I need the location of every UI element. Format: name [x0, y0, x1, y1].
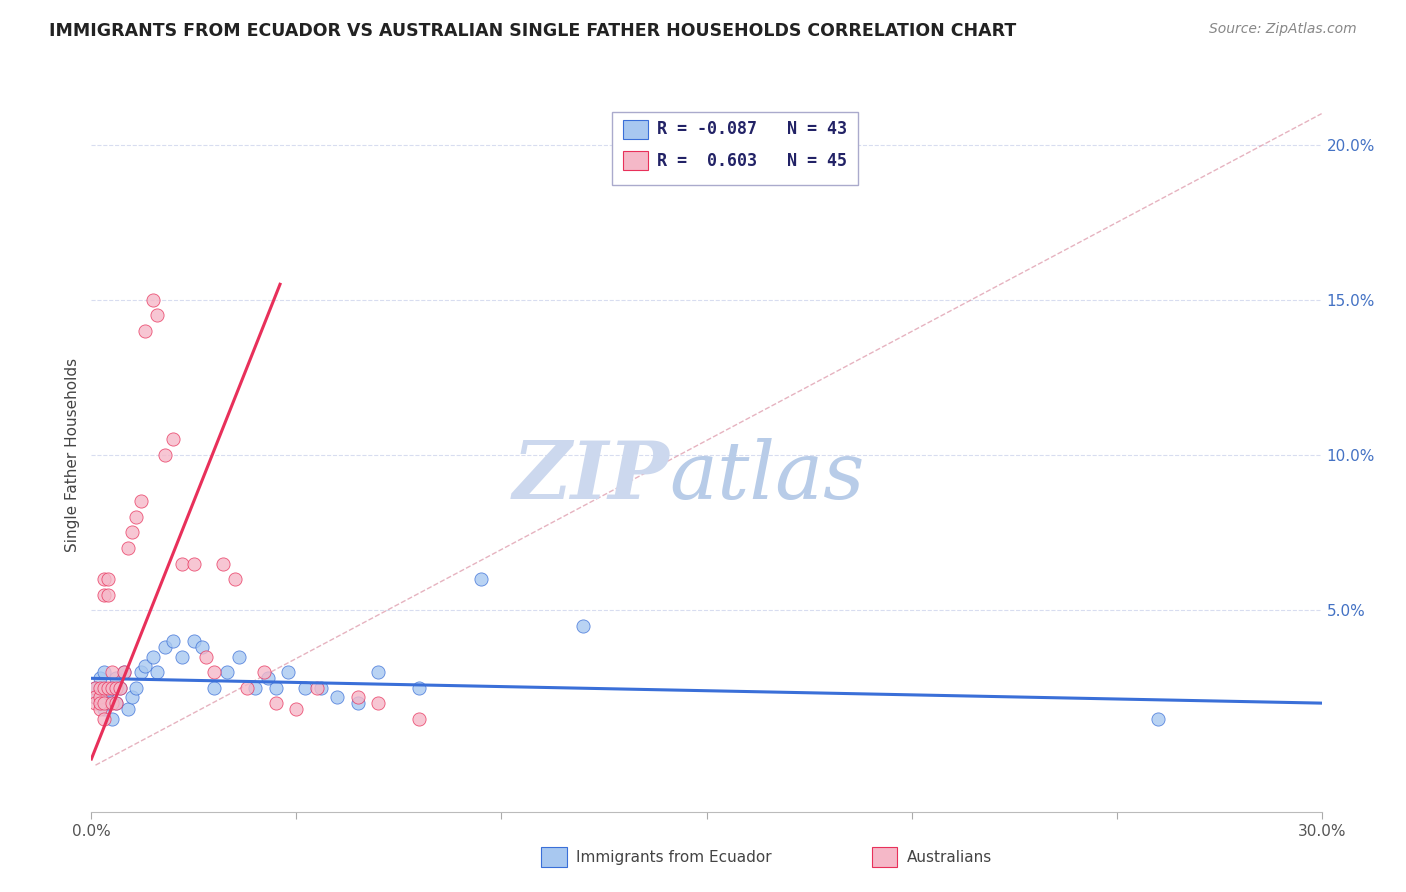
Point — [146, 308, 169, 322]
Point — [93, 588, 115, 602]
Point — [89, 702, 111, 716]
Point — [101, 681, 124, 695]
Point — [142, 293, 165, 307]
Point — [347, 690, 370, 704]
Point — [215, 665, 238, 679]
Point — [97, 683, 120, 698]
Point — [170, 649, 193, 664]
Point — [117, 702, 139, 716]
Point — [305, 681, 328, 695]
Point — [84, 696, 107, 710]
Point — [101, 681, 124, 695]
Text: Immigrants from Ecuador: Immigrants from Ecuador — [576, 850, 772, 864]
Point — [93, 712, 115, 726]
Point — [97, 696, 120, 710]
Point — [89, 696, 111, 710]
Point — [112, 665, 135, 679]
Text: IMMIGRANTS FROM ECUADOR VS AUSTRALIAN SINGLE FATHER HOUSEHOLDS CORRELATION CHART: IMMIGRANTS FROM ECUADOR VS AUSTRALIAN SI… — [49, 22, 1017, 40]
Point — [105, 681, 127, 695]
Point — [129, 494, 152, 508]
Point — [84, 690, 107, 704]
Point — [236, 681, 259, 695]
Point — [93, 572, 115, 586]
Point — [89, 671, 111, 685]
Point — [572, 618, 595, 632]
Point — [89, 696, 111, 710]
Point — [162, 634, 184, 648]
Text: Australians: Australians — [907, 850, 993, 864]
Point — [256, 671, 278, 685]
Point — [470, 572, 492, 586]
Point — [84, 681, 107, 695]
Point — [121, 690, 143, 704]
Point — [245, 681, 267, 695]
Text: Source: ZipAtlas.com: Source: ZipAtlas.com — [1209, 22, 1357, 37]
Point — [191, 640, 214, 655]
Point — [285, 702, 308, 716]
Point — [224, 572, 246, 586]
Point — [367, 696, 389, 710]
Point — [134, 324, 156, 338]
Point — [97, 572, 120, 586]
Point — [108, 681, 131, 695]
Point — [162, 433, 184, 447]
Point — [408, 681, 430, 695]
Point — [105, 696, 127, 710]
Point — [84, 681, 107, 695]
Point — [183, 634, 205, 648]
Point — [117, 541, 139, 555]
Point — [89, 681, 111, 695]
Point — [277, 665, 299, 679]
Text: ZIP: ZIP — [513, 438, 669, 515]
Point — [326, 690, 349, 704]
Point — [183, 557, 205, 571]
Point — [202, 681, 225, 695]
Point — [170, 557, 193, 571]
Point — [112, 665, 135, 679]
Point — [134, 659, 156, 673]
Y-axis label: Single Father Households: Single Father Households — [65, 358, 80, 552]
Point — [264, 681, 287, 695]
Point — [408, 712, 430, 726]
Text: atlas: atlas — [669, 438, 865, 515]
Point — [1146, 712, 1168, 726]
Point — [211, 557, 233, 571]
Point — [93, 702, 115, 716]
Point — [153, 448, 177, 462]
Point — [97, 681, 120, 695]
Point — [97, 588, 120, 602]
Point — [347, 696, 370, 710]
Point — [146, 665, 169, 679]
Point — [228, 649, 250, 664]
Point — [264, 696, 287, 710]
Point — [367, 665, 389, 679]
Point — [125, 681, 148, 695]
Point — [125, 510, 148, 524]
Point — [101, 696, 124, 710]
Point — [195, 649, 218, 664]
Point — [142, 649, 165, 664]
Point — [93, 681, 115, 695]
Point — [89, 690, 111, 704]
Point — [202, 665, 225, 679]
Text: R =  0.603   N = 45: R = 0.603 N = 45 — [657, 152, 846, 169]
Text: R = -0.087   N = 43: R = -0.087 N = 43 — [657, 120, 846, 138]
Point — [294, 681, 316, 695]
Point — [153, 640, 177, 655]
Point — [108, 681, 131, 695]
Point — [105, 696, 127, 710]
Point — [101, 712, 124, 726]
Point — [101, 665, 124, 679]
Point — [93, 665, 115, 679]
Point — [105, 671, 127, 685]
Point — [129, 665, 152, 679]
Point — [253, 665, 276, 679]
Point — [84, 690, 107, 704]
Point — [93, 696, 115, 710]
Point — [93, 690, 115, 704]
Point — [309, 681, 332, 695]
Point — [121, 525, 143, 540]
